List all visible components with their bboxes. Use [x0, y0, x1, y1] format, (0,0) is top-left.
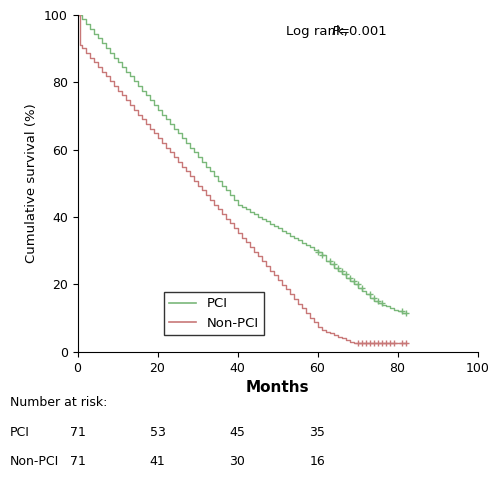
- Text: 35: 35: [310, 426, 326, 438]
- Text: Number at risk:: Number at risk:: [10, 396, 108, 409]
- X-axis label: Months: Months: [246, 380, 310, 395]
- Text: 45: 45: [230, 426, 246, 438]
- Text: Log rank,: Log rank,: [286, 25, 352, 38]
- Text: 71: 71: [70, 455, 86, 468]
- Text: 16: 16: [310, 455, 326, 468]
- Y-axis label: Cumulative survival (%): Cumulative survival (%): [26, 103, 38, 263]
- Text: Non-PCI: Non-PCI: [10, 455, 59, 468]
- Text: P: P: [332, 25, 340, 38]
- Text: =0.001: =0.001: [338, 25, 387, 38]
- Text: 30: 30: [230, 455, 246, 468]
- Text: 41: 41: [150, 455, 166, 468]
- Text: 53: 53: [150, 426, 166, 438]
- Legend: PCI, Non-PCI: PCI, Non-PCI: [164, 292, 264, 335]
- Text: PCI: PCI: [10, 426, 30, 438]
- Text: 71: 71: [70, 426, 86, 438]
